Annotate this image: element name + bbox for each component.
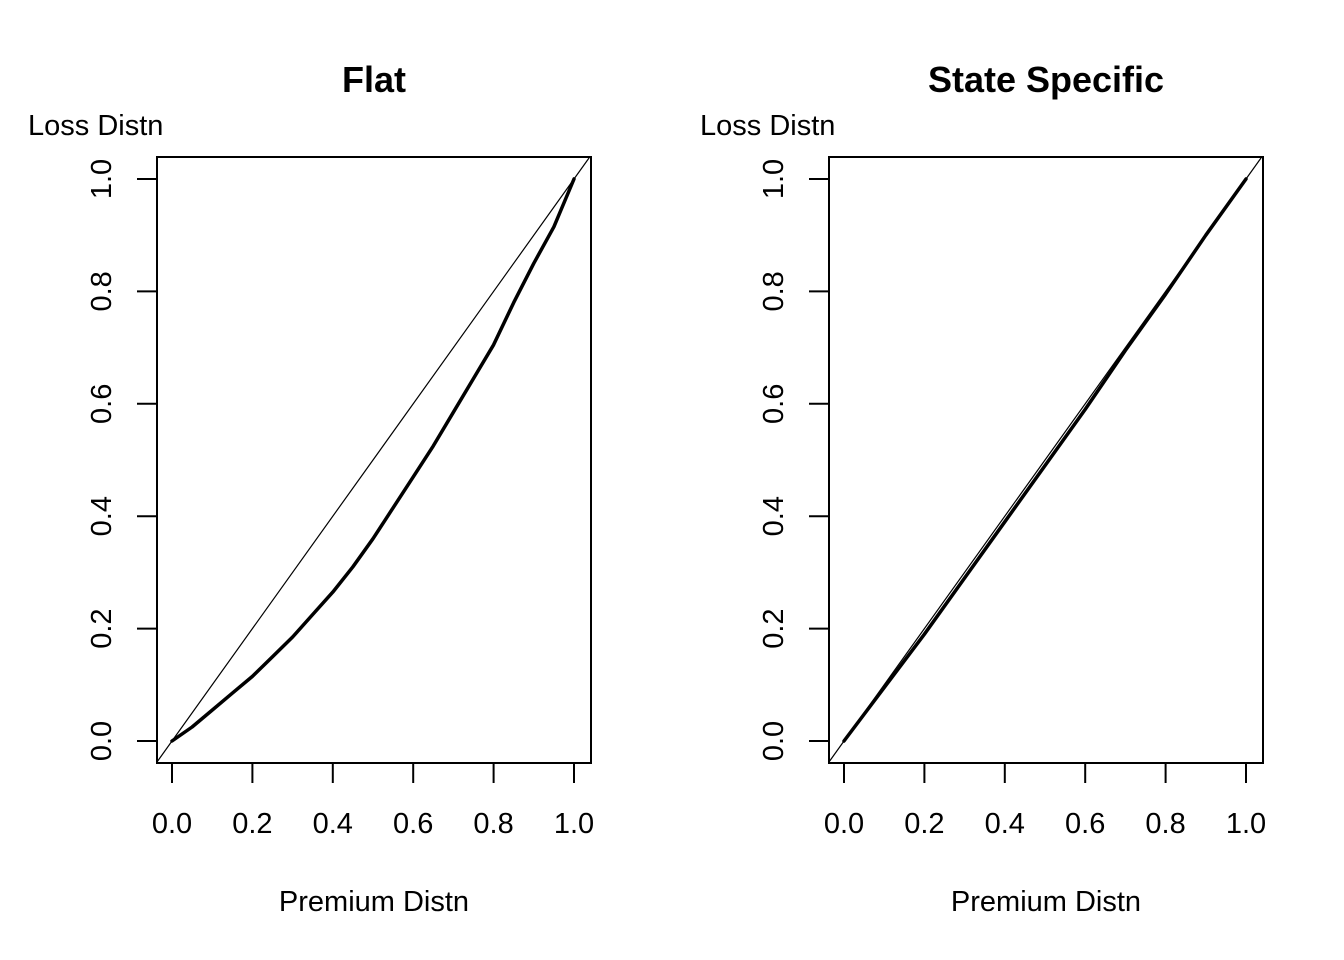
x-tick-label: 0.2 (232, 808, 272, 840)
x-tick-label: 0.2 (904, 808, 944, 840)
x-tick-label: 0.8 (473, 808, 513, 840)
x-tick-label: 0.0 (152, 808, 192, 840)
panel-state-specific: State Specific Loss Distn Premium Distn 0.0… (156, 59, 1266, 918)
x-axis-label: Premium Distn (951, 886, 1141, 918)
plot-frame (156, 156, 592, 764)
chart-title: Flat (342, 59, 406, 100)
reference-line (156, 157, 590, 763)
y-tick-label: 0.4 (758, 496, 790, 536)
y-axis-label: Loss Distn (28, 110, 163, 142)
y-tick-label: 0.0 (758, 721, 790, 761)
y-tick-label: 0.2 (86, 608, 118, 648)
y-tick-label: 0.6 (86, 384, 118, 424)
y-tick-label: 0.8 (758, 271, 790, 311)
y-tick-label: 1.0 (86, 159, 118, 199)
y-axis-label: Loss Distn (700, 110, 835, 142)
y-tick-label: 0.2 (758, 608, 790, 648)
lorenz-curve-line (842, 177, 1248, 743)
y-tick-label: 0.8 (86, 271, 118, 311)
y-tick-label: 0.4 (86, 496, 118, 536)
y-tick-label: 1.0 (758, 159, 790, 199)
x-tick-label: 0.4 (985, 808, 1025, 840)
panel-flat: Flat Loss Distn Premium Distn 0.0 0.2 0.4 0.6 0… (28, 59, 594, 918)
x-tick-label: 0.6 (1065, 808, 1105, 840)
x-axis-label: Premium Distn (279, 886, 469, 918)
y-tick-label: 0.6 (758, 384, 790, 424)
reference-line (828, 157, 1262, 763)
x-tick-label: 1.0 (554, 808, 594, 840)
lorenz-curve-line (170, 177, 576, 743)
x-tick-label: 0.4 (313, 808, 353, 840)
x-tick-label: 0.8 (1145, 808, 1185, 840)
x-tick-label: 1.0 (1226, 808, 1266, 840)
x-tick-label: 0.6 (393, 808, 433, 840)
chart-title: State Specific (928, 59, 1164, 100)
y-tick-label: 0.0 (86, 721, 118, 761)
x-tick-label: 0.0 (824, 808, 864, 840)
